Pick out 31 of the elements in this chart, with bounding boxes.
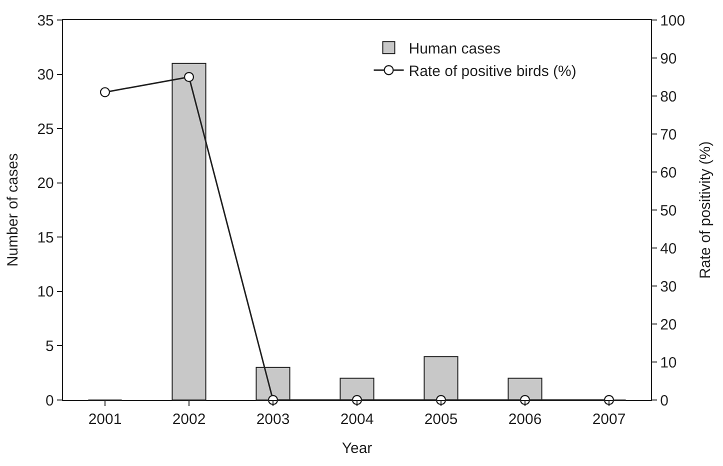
y-tick-label: 5 <box>46 338 54 355</box>
x-tick-label: 2006 <box>508 411 542 428</box>
y-tick-label: 35 <box>37 12 54 30</box>
y2-tick-label: 90 <box>660 50 677 68</box>
y-axis-title: Number of cases <box>4 153 22 267</box>
y-tick-label: 0 <box>46 392 54 410</box>
y2-tick-label: 80 <box>660 88 677 106</box>
x-tick-label: 2001 <box>88 411 122 428</box>
y2-tick-label: 30 <box>660 278 677 296</box>
y2-axis-title: Rate of positivity (%) <box>697 141 714 279</box>
y2-tick-label: 40 <box>660 240 677 258</box>
x-tick-label: 2002 <box>172 411 206 428</box>
x-tick-label: 2005 <box>424 411 458 428</box>
y-tick-label: 20 <box>37 175 54 192</box>
x-axis-title: Year <box>342 440 372 458</box>
y-tick-label: 30 <box>37 66 54 84</box>
x-tick-label: 2004 <box>340 411 374 428</box>
y2-tick-label: 100 <box>660 12 686 30</box>
y2-tick-label: 70 <box>660 126 677 144</box>
y2-tick-label: 50 <box>660 202 677 220</box>
y-tick-label: 15 <box>37 229 54 246</box>
y-tick-label: 10 <box>37 284 54 301</box>
y-tick-label: 25 <box>37 120 54 138</box>
x-tick-label: 2007 <box>592 411 626 428</box>
y2-tick-label: 10 <box>660 354 677 372</box>
y2-tick-label: 0 <box>660 392 668 410</box>
y2-tick-label: 20 <box>660 316 677 334</box>
legend-label: Rate of positive birds (%) <box>408 63 576 80</box>
y2-tick-label: 60 <box>660 164 677 182</box>
legend-label: Human cases <box>408 40 500 58</box>
x-tick-label: 2003 <box>256 411 290 428</box>
